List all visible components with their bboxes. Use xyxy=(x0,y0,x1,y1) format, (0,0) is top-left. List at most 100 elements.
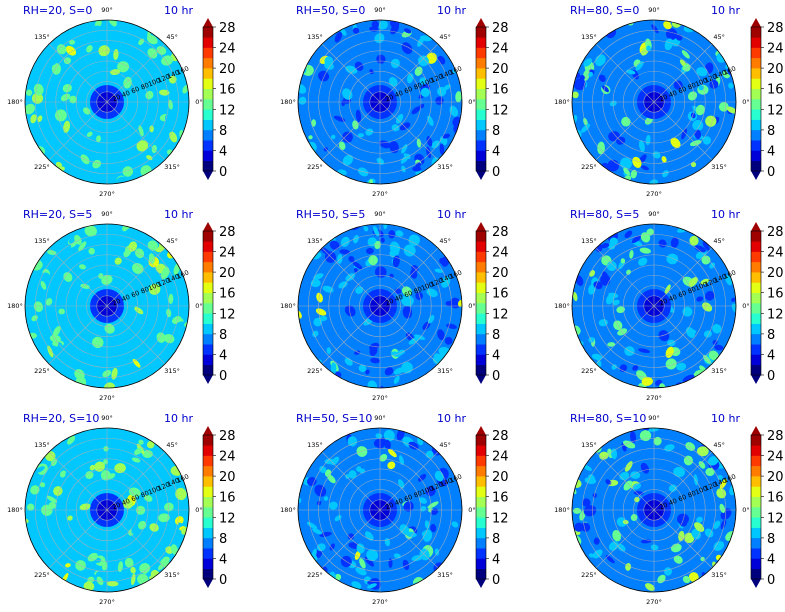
contour-blob xyxy=(384,439,391,450)
colorbar-segment xyxy=(203,558,213,570)
radial-tick-label: 60 xyxy=(677,85,688,96)
colorbar-segment xyxy=(751,99,761,110)
angle-tick-label: 225° xyxy=(34,571,50,579)
contour-blob xyxy=(86,45,93,53)
angle-tick-label: 0° xyxy=(195,506,202,514)
contour-blob xyxy=(345,474,350,479)
angle-tick-label: 225° xyxy=(307,571,323,579)
contour-blob xyxy=(80,154,90,165)
colorbar-segment xyxy=(751,109,761,120)
contour-blob xyxy=(374,240,381,250)
angle-tick-label: 270° xyxy=(646,394,662,402)
colorbar-tick-label: 24 xyxy=(492,42,509,57)
colorbar-segment xyxy=(751,445,761,456)
contour-blob xyxy=(573,78,586,91)
colorbar-segment xyxy=(751,47,761,59)
radial-tick-label: 40 xyxy=(394,89,405,100)
contour-blob xyxy=(147,240,158,251)
contour-blob xyxy=(122,498,133,509)
contour-blob xyxy=(630,169,637,179)
radial-tick-label: 60 xyxy=(403,289,414,300)
colorbar-extend-min xyxy=(203,579,213,588)
contour-blob xyxy=(383,224,388,230)
radial-tick-label: 20 xyxy=(658,501,669,512)
colorbar-tick-label: 20 xyxy=(767,62,784,77)
colorbar-segment xyxy=(751,537,761,549)
contour-blob xyxy=(388,449,397,458)
contour-blob xyxy=(645,583,655,591)
colorbar-tick-label: 12 xyxy=(219,103,236,118)
contour-blob xyxy=(598,319,608,327)
contour-blob xyxy=(693,474,699,486)
contour-blob xyxy=(405,332,414,341)
angular-gridline xyxy=(595,509,655,569)
colorbar-segment xyxy=(751,455,761,467)
panel-title: RH=20, S=0 xyxy=(23,4,92,17)
contour-blob xyxy=(28,517,36,528)
contour-blob xyxy=(32,273,40,279)
colorbar-segment xyxy=(751,27,761,38)
contour-blob xyxy=(333,115,346,122)
angle-tick-label: 270° xyxy=(372,190,388,198)
contour-blob xyxy=(87,576,95,583)
contour-blob xyxy=(71,167,79,175)
angle-tick-label: 225° xyxy=(307,367,323,375)
angular-gridline xyxy=(653,451,713,511)
colorbar-tick-label: 0 xyxy=(767,165,775,180)
contour-blob xyxy=(138,125,144,137)
colorbar-segment xyxy=(203,57,213,69)
angular-gridline xyxy=(653,247,713,307)
panel-title: RH=50, S=5 xyxy=(296,208,365,221)
contour-blob xyxy=(666,253,679,265)
contour-blob xyxy=(593,537,600,545)
contour-blob xyxy=(130,566,136,574)
contour-blob xyxy=(728,82,734,89)
contour-fill xyxy=(298,224,462,388)
colorbar-tick-label: 0 xyxy=(492,165,500,180)
contour-blob xyxy=(156,332,166,343)
contour-blob xyxy=(348,255,355,263)
contour-blob xyxy=(704,528,714,538)
contour-blob xyxy=(380,237,385,243)
contour-blob xyxy=(632,483,642,490)
radial-tick-label: 40 xyxy=(394,293,405,304)
colorbar-tick-label: 20 xyxy=(492,266,509,281)
colorbar-segment xyxy=(751,119,761,131)
contour-blob xyxy=(661,156,667,163)
colorbar-tick-label: 16 xyxy=(492,83,509,98)
colorbar-tick-label: 28 xyxy=(767,225,784,240)
colorbar-segment xyxy=(203,129,213,141)
colorbar-segment xyxy=(203,476,213,487)
contour-blob xyxy=(81,168,91,178)
contour-blob xyxy=(67,435,76,445)
angle-tick-label: 315° xyxy=(437,163,453,171)
angle-tick-label: 315° xyxy=(711,367,727,375)
colorbar-tick-label: 12 xyxy=(767,103,784,118)
colorbar-tick-label: 24 xyxy=(219,42,236,57)
contour-blob xyxy=(689,235,699,246)
colorbar-tick-label: 24 xyxy=(492,450,509,465)
contour-blob xyxy=(646,228,654,236)
colorbar-extend-max xyxy=(476,18,486,27)
contour-blob xyxy=(395,113,404,124)
contour-blob xyxy=(34,504,41,511)
contour-blob xyxy=(114,257,122,265)
contour-blob xyxy=(135,248,145,259)
contour-blob xyxy=(611,364,617,370)
contour-blob xyxy=(162,556,170,563)
contour-blob xyxy=(696,67,708,77)
contour-blob xyxy=(402,306,413,319)
contour-blob xyxy=(131,527,136,534)
angle-tick-label: 135° xyxy=(307,33,323,41)
contour-blob xyxy=(713,541,725,551)
colorbar-tick-label: 0 xyxy=(492,573,500,588)
angular-gridline xyxy=(379,509,439,569)
colorbar-tick-label: 12 xyxy=(492,511,509,526)
contour-blob xyxy=(379,386,385,388)
colorbar-segment xyxy=(203,364,213,376)
contour-blob xyxy=(638,348,650,354)
contour-blob xyxy=(449,297,461,309)
contour-blob xyxy=(117,561,123,573)
colorbar-frame xyxy=(750,434,762,580)
contour-blob xyxy=(695,104,705,116)
